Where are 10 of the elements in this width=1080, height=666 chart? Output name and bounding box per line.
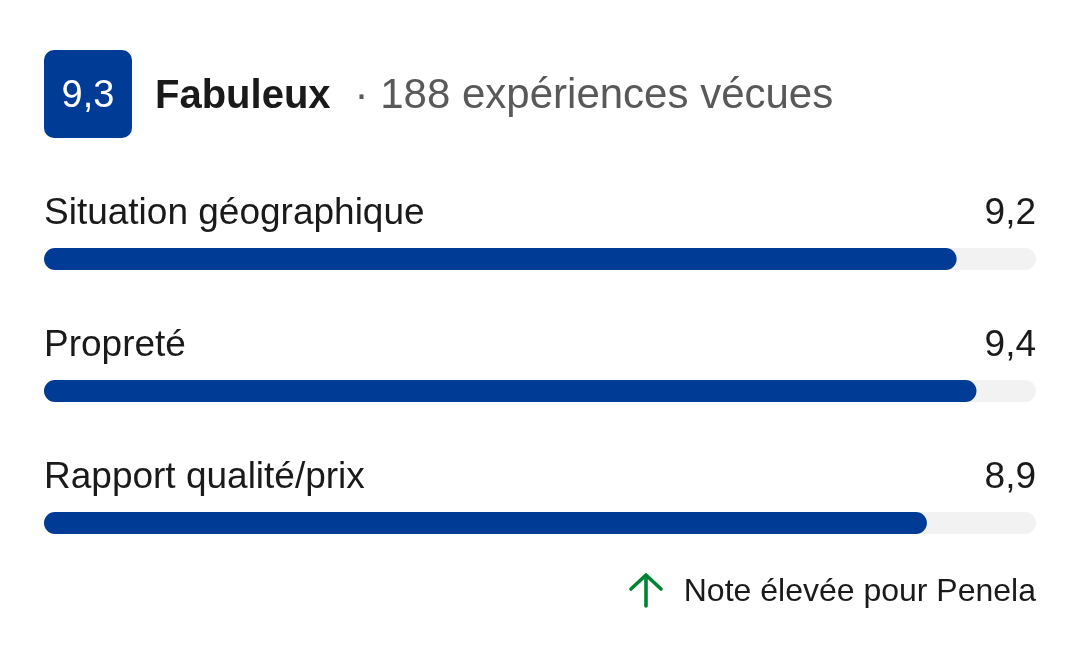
chart-subtitle: · 188 expériences vécues	[354, 70, 834, 118]
y-tick-label: Propreté	[44, 323, 186, 364]
data-label: 8,9	[984, 455, 1036, 496]
data-label: 9,4	[984, 323, 1036, 364]
text: Note élevée pour Penela	[683, 571, 1036, 609]
data-label: 9,2	[984, 191, 1036, 232]
chart-title: Fabuleux	[155, 71, 331, 117]
text: 9,3	[61, 72, 115, 116]
y-tick-label: Rapport qualité/prix	[44, 455, 366, 496]
y-tick-label: Situation géographique	[44, 191, 425, 232]
